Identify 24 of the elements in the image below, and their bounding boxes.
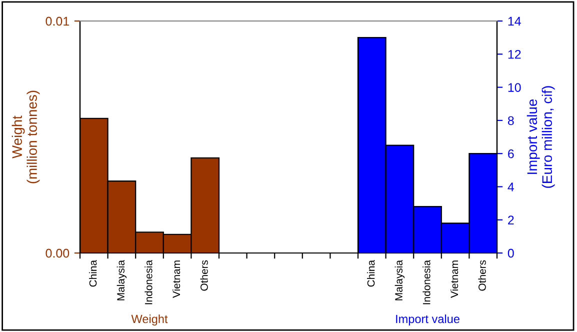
y2-tick-label: 4 bbox=[508, 182, 514, 192]
y-axis-title: Weight (million tonnes) bbox=[12, 90, 40, 184]
text: Weight bbox=[131, 314, 168, 326]
y2-tick-label: 0 bbox=[508, 248, 514, 258]
y2-tick-label: 8 bbox=[508, 116, 514, 126]
y-tick-label: 0.01 bbox=[46, 16, 69, 26]
x-tick-label: Malaysia bbox=[116, 260, 127, 300]
x-tick-label: Others bbox=[478, 260, 486, 291]
x-tick-label: Malaysia bbox=[394, 260, 405, 300]
y2-tick-label: 2 bbox=[508, 216, 514, 224]
x-tick-label: Others bbox=[200, 260, 208, 291]
y2-tick-label: 14 bbox=[508, 16, 521, 26]
text: Import value bbox=[396, 314, 460, 326]
x-tick-label: China bbox=[367, 260, 375, 287]
x-tick-label: Vietnam bbox=[172, 260, 180, 298]
y-tick-label: 0.00 bbox=[46, 248, 70, 258]
x-tick-label: Indonesia bbox=[144, 260, 152, 304]
y2-tick-label: 10 bbox=[508, 83, 521, 92]
y2-tick-label: 12 bbox=[508, 50, 521, 59]
x-tick-label: China bbox=[89, 260, 97, 287]
y2-tick-label: 6 bbox=[508, 149, 514, 158]
x-tick-label: Indonesia bbox=[422, 260, 430, 304]
y2-axis-title: Import value (Euro million, cif) bbox=[526, 86, 555, 188]
x-tick-label: Vietnam bbox=[450, 260, 458, 298]
